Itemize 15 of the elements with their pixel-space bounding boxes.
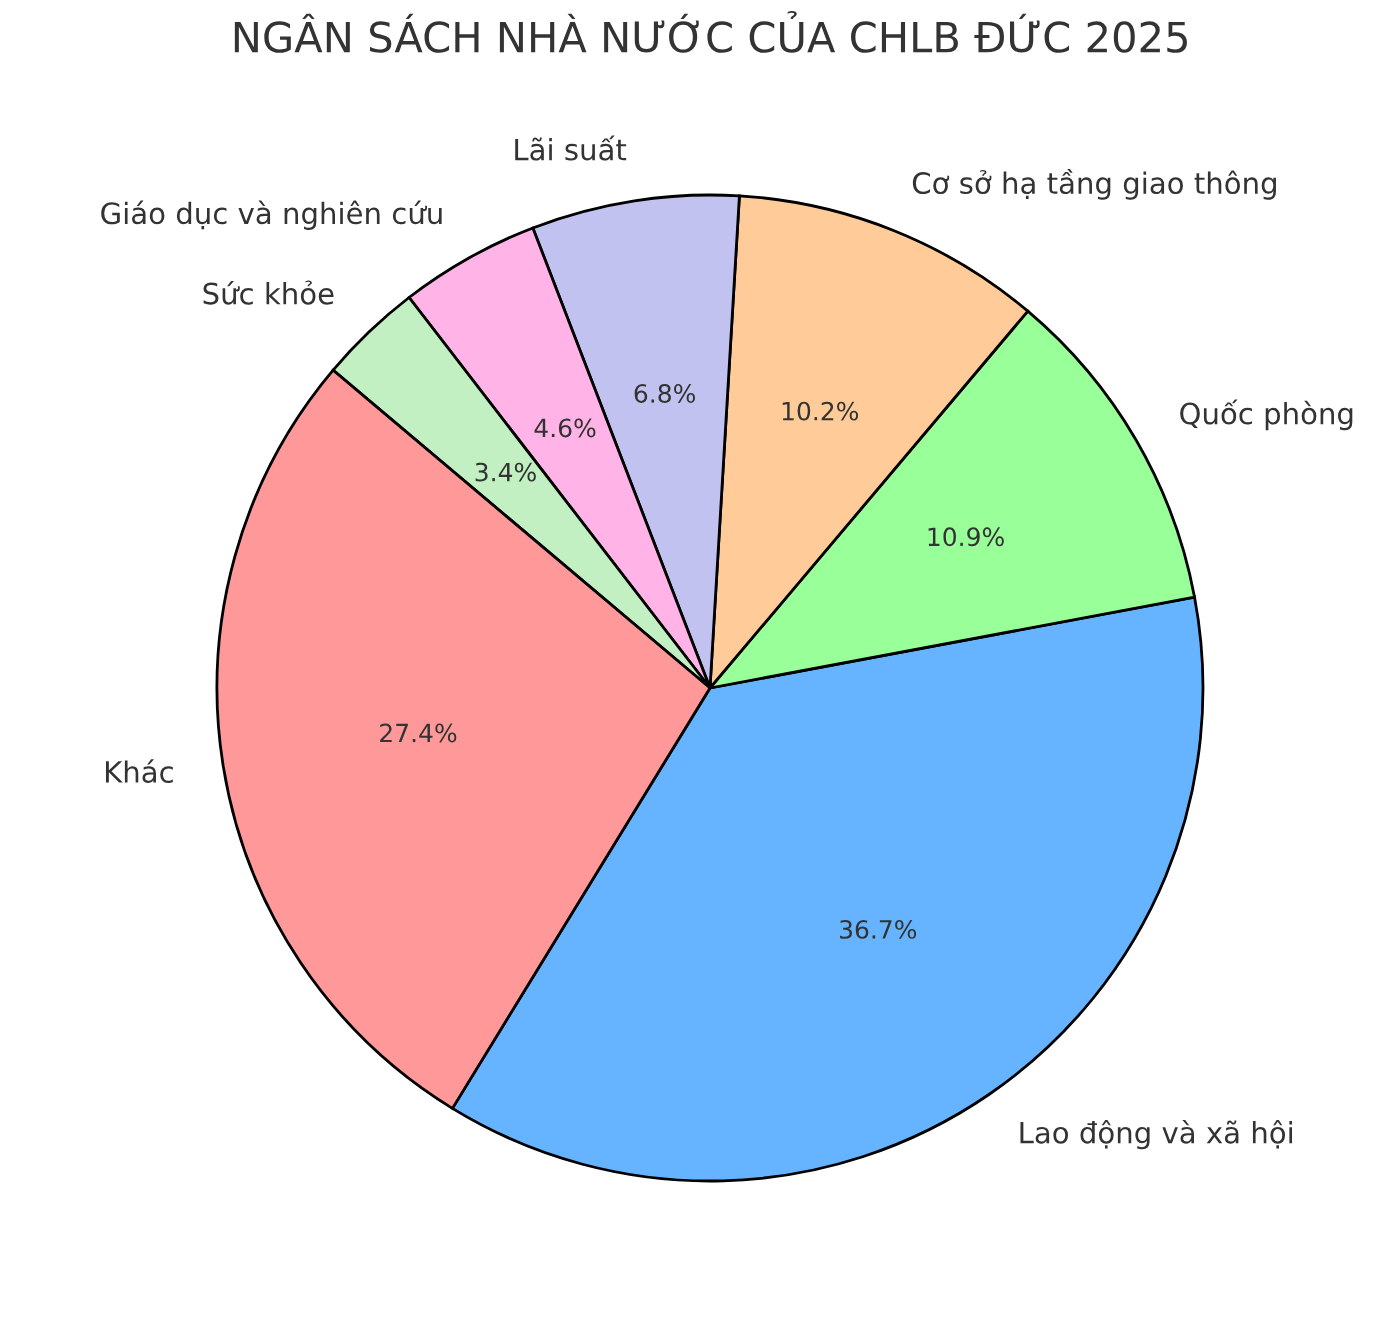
slice-label: Cơ sở hạ tầng giao thông [912,169,1276,200]
slice-label: Khác [105,759,173,783]
data-label: 4.6% [534,418,596,438]
data-label: 10.2% [782,401,859,421]
slice-label: Lao động và xã hội [1020,1119,1293,1150]
data-label: 27.4% [380,723,457,743]
data-label: 6.8% [634,384,696,403]
data-label: 10.9% [928,527,1004,547]
slice-label: Quốc phòng [1180,399,1353,431]
data-label: 36.7% [840,919,917,939]
slice-label: Lãi suất [515,135,627,161]
chart-title: NGÂN SÁCH NHÀ NƯỚC CỦA CHLB ĐỨC 2025 [234,11,1187,53]
slice-label: Sức khỏe [203,280,334,305]
data-label: 3.4% [475,462,536,482]
slice-label: Giáo dục và nghiên cứu [101,200,442,230]
